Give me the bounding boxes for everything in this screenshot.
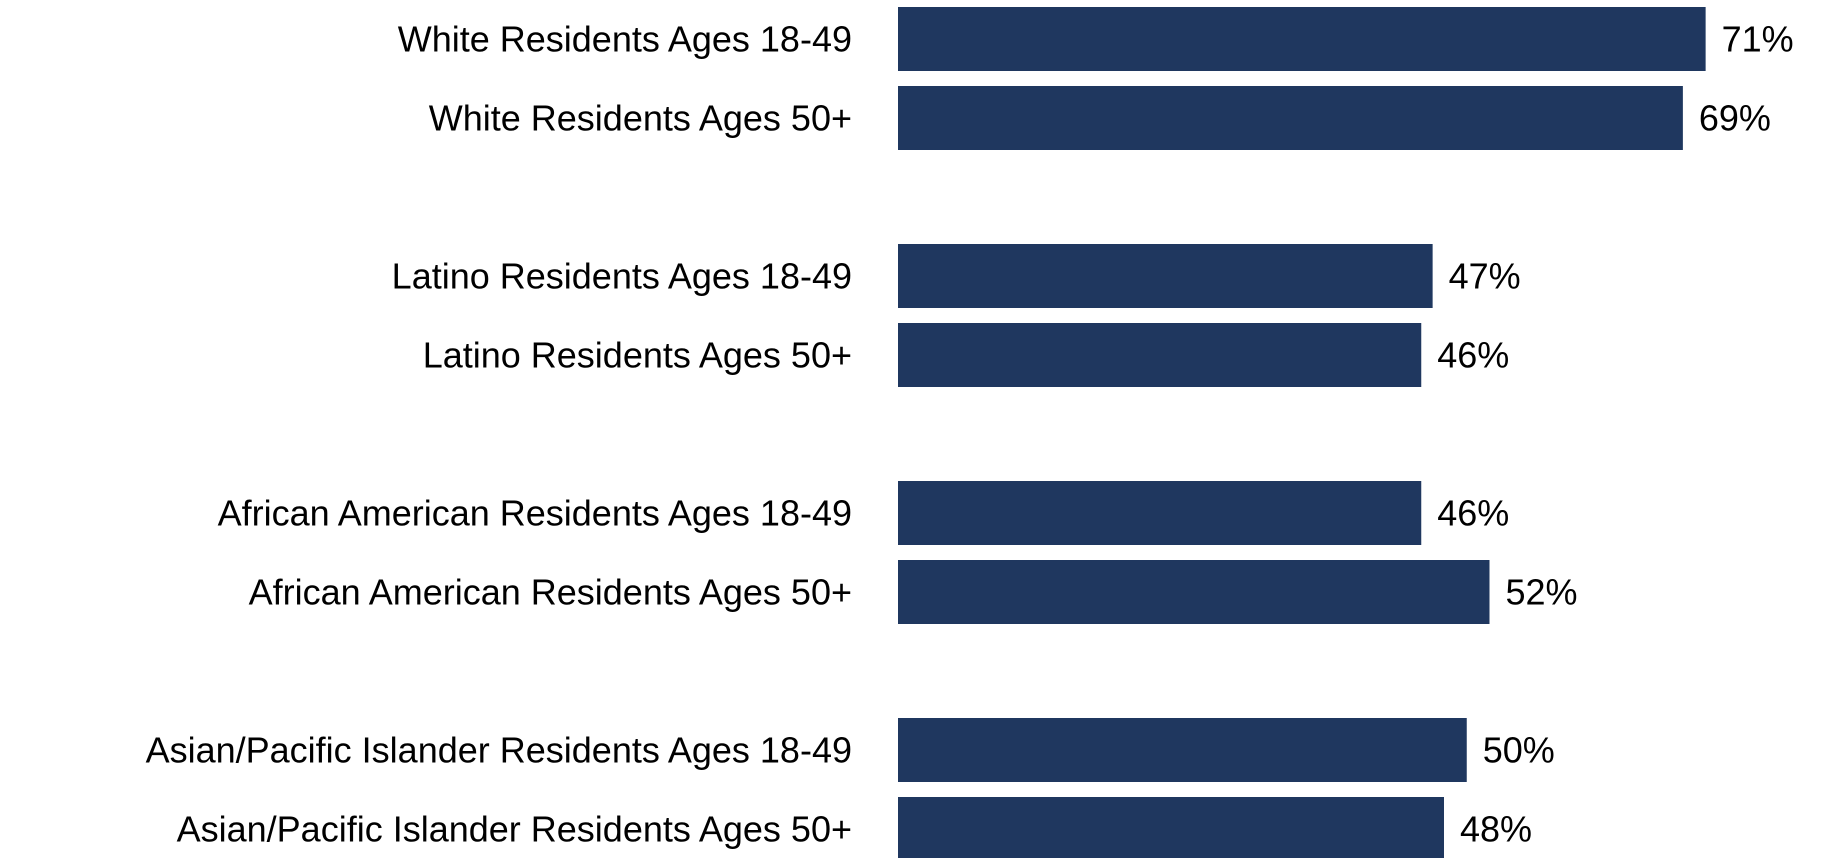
value-label: 47% [1449,256,1521,297]
category-label: African American Residents Ages 50+ [249,572,852,613]
value-label: 71% [1722,19,1794,60]
bar [898,86,1683,150]
bar [898,718,1467,782]
category-label: African American Residents Ages 18-49 [218,493,852,534]
category-label: White Residents Ages 18-49 [398,19,852,60]
bar [898,7,1706,71]
category-label: Asian/Pacific Islander Residents Ages 50… [177,809,852,850]
category-label: White Residents Ages 50+ [429,98,852,139]
category-label: Latino Residents Ages 18-49 [392,256,852,297]
bar [898,323,1422,387]
value-label: 50% [1483,730,1555,771]
bar [898,560,1490,624]
value-label: 52% [1506,572,1578,613]
value-label: 46% [1437,335,1509,376]
category-label: Asian/Pacific Islander Residents Ages 18… [146,730,852,771]
bar [898,244,1433,308]
value-label: 48% [1460,809,1532,850]
bar [898,797,1444,858]
bar [898,481,1422,545]
value-label: 69% [1699,98,1771,139]
value-label: 46% [1437,493,1509,534]
category-label: Latino Residents Ages 50+ [423,335,852,376]
